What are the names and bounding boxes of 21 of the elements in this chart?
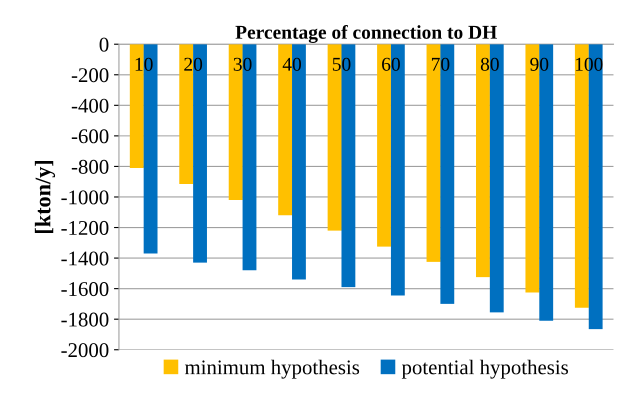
x-tick-label: 80 xyxy=(480,58,499,71)
y-tick-label: -2000 xyxy=(61,343,108,358)
x-tick-label: 90 xyxy=(530,58,548,71)
y-axis-title: [kton/y] xyxy=(34,160,56,233)
y-tick-label: -1600 xyxy=(61,282,108,296)
y-tick-label: 0 xyxy=(100,38,108,52)
y-tick-label: -1800 xyxy=(61,312,108,327)
x-tick-label: 50 xyxy=(332,58,350,71)
y-tick-label: -400 xyxy=(72,98,108,113)
x-tick-label: 30 xyxy=(234,58,252,71)
y-tick-label: -800 xyxy=(72,160,108,174)
y-tick-label: -1000 xyxy=(61,190,108,204)
y-tick-label: -1400 xyxy=(61,251,108,266)
legend-label: potential hypothesis xyxy=(402,360,568,379)
x-axis-title: Percentage of connection to DH xyxy=(236,24,497,43)
y-tick-label: -200 xyxy=(72,68,108,82)
legend-label: minimum hypothesis xyxy=(184,360,360,379)
x-tick-label: 60 xyxy=(382,58,400,71)
x-tick-label: 100 xyxy=(576,58,603,71)
y-tick-label: -1200 xyxy=(61,220,108,235)
y-tick-label: -600 xyxy=(72,129,108,144)
